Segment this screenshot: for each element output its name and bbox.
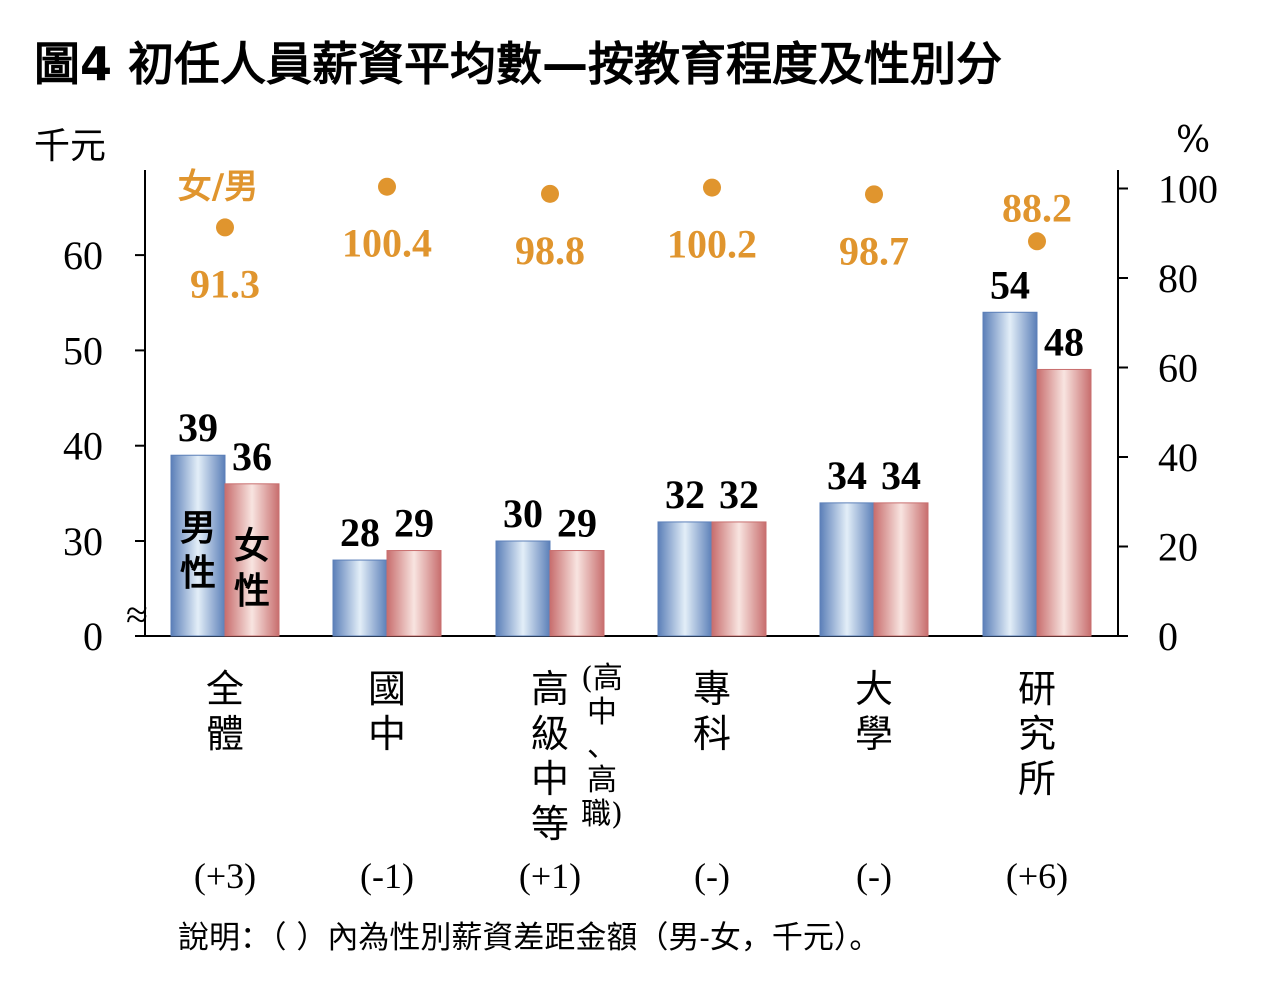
value-label-male: 39 [178,405,218,450]
ratio-point [1028,232,1046,251]
left-tick-label: 60 [63,233,103,278]
left-tick-label: 40 [63,424,103,469]
left-tick-label: 0 [83,614,103,659]
category-sub-label: 中 [587,695,617,730]
ratio-point [865,185,883,204]
category-label: 大 [855,667,893,711]
category-label: 國 [368,667,406,711]
ratio-point [216,218,234,237]
ratio-label: 100.4 [342,221,432,266]
category-label: 高 [531,667,569,711]
series-label-male: 性 [180,552,216,594]
category-label: 體 [206,712,244,756]
right-axis-unit: % [1176,120,1210,161]
bar-male [495,540,551,637]
category-label: 究 [1018,712,1056,756]
bar-female [711,521,767,637]
difference-label: (-1) [360,856,414,896]
value-label-male: 32 [665,472,705,517]
bar-female [1036,368,1092,637]
series-label-female: 女 [234,525,270,567]
left-axis-unit: 千元 [34,126,106,167]
value-label-female: 34 [881,453,921,498]
category-label: 研 [1018,667,1056,711]
bar-female [224,483,280,637]
category-label: 專 [693,667,731,711]
category-label: 所 [1018,757,1056,801]
bar-male [332,559,388,637]
value-label-female: 48 [1044,319,1084,364]
bar-male [982,311,1038,637]
value-label-female: 36 [232,434,272,479]
difference-label: (+1) [519,856,581,896]
axis-break-icon: ≈ [126,592,148,637]
bar-male [657,521,713,637]
plot-area: 0 30 40 50 60 ≈ 0 20 40 60 80 100 39 36 91.3 全體 (+3) 28 29… [63,167,1218,897]
bar-male [819,502,875,637]
right-tick-label: 20 [1158,525,1198,570]
ratio-point [541,184,559,203]
category-label: 中 [531,757,569,801]
right-tick-label: 100 [1158,167,1218,212]
difference-label: (+3) [194,856,256,896]
difference-label: (-) [694,856,730,896]
ratio-point [703,178,721,197]
left-tick-label: 50 [63,328,103,373]
ratio-label: 88.2 [1002,185,1072,230]
category-label: 全 [206,667,244,711]
category-label: 學 [855,712,893,756]
value-label-female: 29 [394,501,434,546]
category-sub-label: (高 [581,661,623,696]
value-label-male: 34 [827,453,867,498]
value-label-female: 32 [719,472,759,517]
chart-title: 圖4 初任人員薪資平均數—按教育程度及性別分 [34,37,1002,91]
left-tick-label: 30 [63,519,103,564]
bar-female [873,502,929,637]
right-tick-label: 80 [1158,256,1198,301]
category-label: 科 [693,712,731,756]
ratio-label: 91.3 [190,261,260,306]
category-sub-label: 、 [587,729,617,764]
right-tick-label: 0 [1158,614,1178,659]
category-label: 等 [531,802,569,846]
chart-note: 說明：（ ）內為性別薪資差距金額（男-女，千元）。 [178,920,880,956]
ratio-label: 98.7 [839,228,909,273]
series-label-female: 性 [234,570,270,612]
series-label-male: 男 [180,507,216,549]
ratio-label: 98.8 [515,228,585,273]
right-tick-label: 40 [1158,435,1198,480]
value-label-female: 29 [557,501,597,546]
value-label-male: 54 [990,262,1030,307]
ratio-point [378,177,396,196]
value-label-male: 28 [340,510,380,555]
category-label: 中 [368,712,406,756]
category-sub-label: 高 [587,763,617,798]
category-label: 級 [531,712,569,756]
value-label-male: 30 [503,491,543,536]
difference-label: (-) [856,856,892,896]
ratio-label: 100.2 [667,222,757,267]
bar-female [549,550,605,637]
bar-female [386,550,442,637]
right-tick-label: 60 [1158,346,1198,391]
category-sub-label: 職) [581,797,623,832]
difference-label: (+6) [1006,856,1068,896]
ratio-series-label: 女/男 [178,167,258,207]
